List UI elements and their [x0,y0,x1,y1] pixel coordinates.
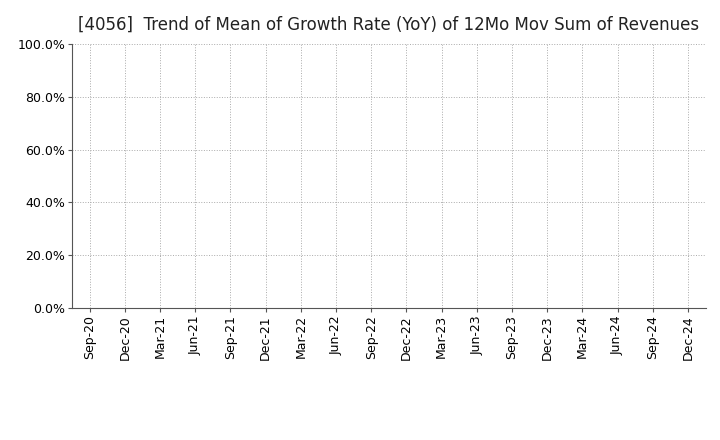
Title: [4056]  Trend of Mean of Growth Rate (YoY) of 12Mo Mov Sum of Revenues: [4056] Trend of Mean of Growth Rate (YoY… [78,16,699,34]
